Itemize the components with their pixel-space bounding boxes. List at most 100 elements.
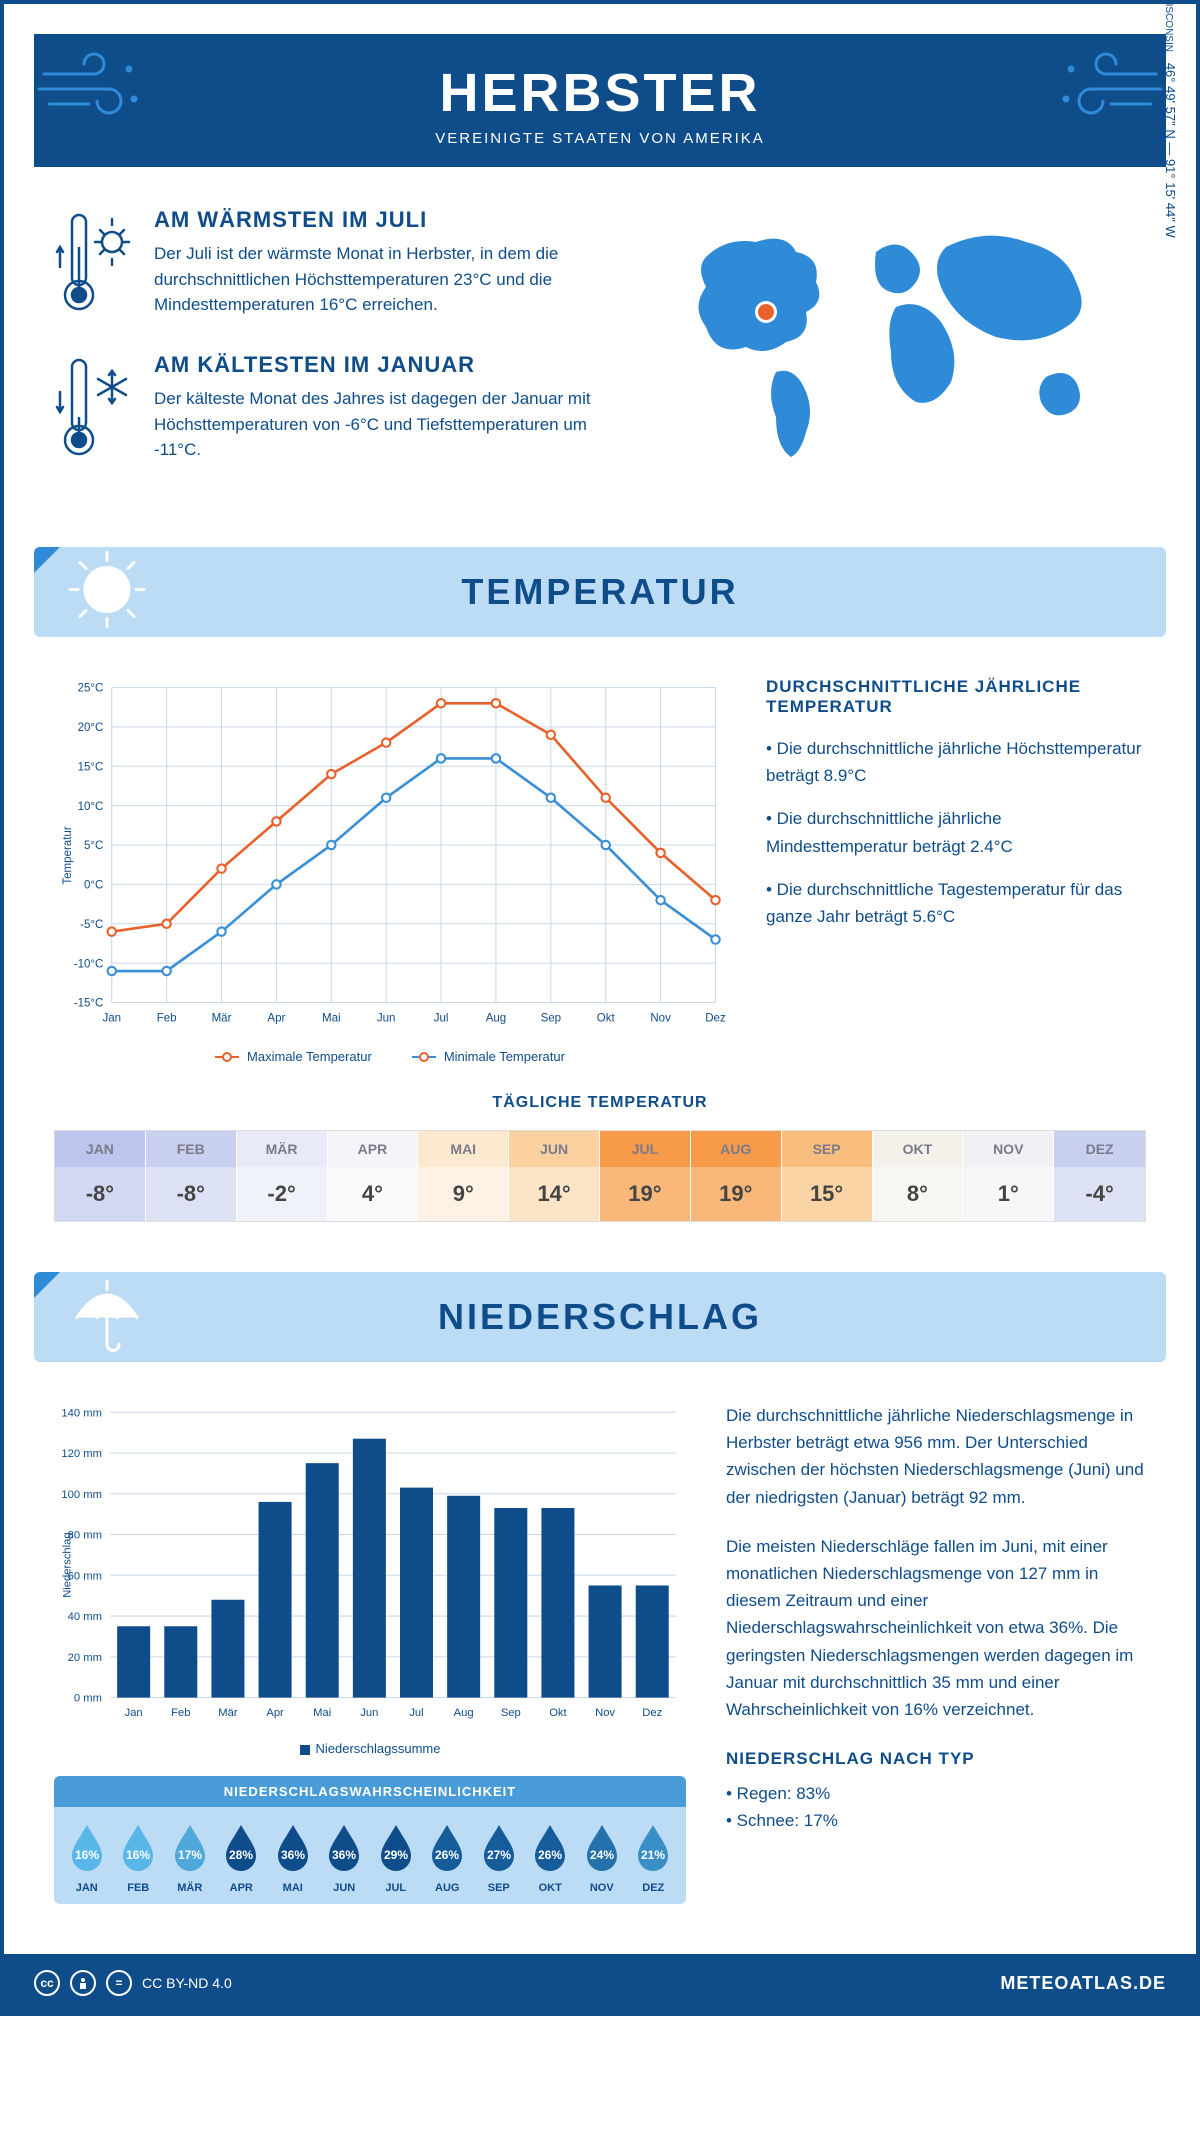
probability-item: 28% APR [217,1821,267,1894]
fact-title: AM WÄRMSTEN IM JULI [154,207,636,233]
temp-column: JUN 14° [509,1131,600,1221]
temp-column: JUL 19° [600,1131,691,1221]
svg-text:29%: 29% [384,1848,408,1862]
svg-text:17%: 17% [178,1848,202,1862]
site-name: METEOATLAS.DE [1000,1973,1166,1994]
page-title: HERBSTER [34,62,1166,124]
svg-text:36%: 36% [332,1848,356,1862]
section-banner-precipitation: NIEDERSCHLAG [34,1272,1166,1362]
svg-text:36%: 36% [281,1848,305,1862]
probability-item: 21% DEZ [629,1821,679,1894]
license-text: CC BY-ND 4.0 [142,1975,232,1991]
svg-text:26%: 26% [538,1848,562,1862]
svg-text:Dez: Dez [705,1012,726,1024]
probability-item: 29% JUL [371,1821,421,1894]
svg-text:21%: 21% [641,1848,665,1862]
temp-column: OKT 8° [873,1131,964,1221]
svg-text:Temperatur: Temperatur [62,826,74,884]
fact-text: Der Juli ist der wärmste Monat in Herbst… [154,241,636,318]
info-bullet: • Schnee: 17% [726,1807,1146,1834]
svg-text:Sep: Sep [541,1012,562,1024]
svg-text:28%: 28% [229,1848,253,1862]
fact-text: Der kälteste Monat des Jahres ist dagege… [154,386,636,463]
svg-text:Apr: Apr [267,1012,285,1024]
svg-text:-15°C: -15°C [74,998,104,1010]
temp-column: FEB -8° [146,1131,237,1221]
fact-title: AM KÄLTESTEN IM JANUAR [154,352,636,378]
chart-legend: .legend-line:nth-child(1)::after{border-… [54,1049,726,1064]
by-icon [70,1970,96,1996]
probability-item: 36% JUN [320,1821,370,1894]
svg-text:100 mm: 100 mm [61,1489,101,1501]
svg-text:Aug: Aug [454,1707,474,1719]
info-bullet: • Regen: 83% [726,1780,1146,1807]
svg-text:Jul: Jul [434,1012,449,1024]
precipitation-probability: NIEDERSCHLAGSWAHRSCHEINLICHKEIT 16% JAN … [54,1776,686,1904]
cc-icon: cc [34,1970,60,1996]
info-title: DURCHSCHNITTLICHE JÄHRLICHE TEMPERATUR [766,677,1146,717]
precipitation-bar-chart: 0 mm20 mm40 mm60 mm80 mm100 mm120 mm140 … [54,1402,686,1756]
temp-column: JAN -8° [55,1131,146,1221]
svg-text:Jan: Jan [102,1012,121,1024]
svg-text:Mär: Mär [212,1012,232,1024]
svg-text:Jun: Jun [360,1707,378,1719]
svg-text:Sep: Sep [501,1707,521,1719]
svg-text:Jun: Jun [377,1012,396,1024]
svg-text:20°C: 20°C [78,722,104,734]
svg-text:Dez: Dez [642,1707,662,1719]
svg-text:10°C: 10°C [78,801,104,813]
probability-item: 24% NOV [577,1821,627,1894]
svg-text:24%: 24% [590,1848,614,1862]
info-title: NIEDERSCHLAG NACH TYP [726,1745,1146,1772]
svg-text:140 mm: 140 mm [61,1407,101,1419]
svg-text:16%: 16% [75,1848,99,1862]
probability-title: NIEDERSCHLAGSWAHRSCHEINLICHKEIT [54,1776,686,1807]
wind-icon [34,49,144,134]
temp-column: APR 4° [328,1131,419,1221]
info-bullet: • Die durchschnittliche jährliche Höchst… [766,735,1146,789]
section-title: NIEDERSCHLAG [34,1296,1166,1338]
svg-text:Jul: Jul [409,1707,423,1719]
probability-item: 16% FEB [114,1821,164,1894]
svg-text:15°C: 15°C [78,761,104,773]
sun-icon [62,547,152,637]
svg-text:40 mm: 40 mm [68,1611,102,1623]
probability-item: 27% SEP [474,1821,524,1894]
fact-coldest: AM KÄLTESTEN IM JANUAR Der kälteste Mona… [54,352,636,467]
info-bullet: • Die durchschnittliche jährliche Mindes… [766,805,1146,859]
probability-item: 16% JAN [62,1821,112,1894]
temp-column: DEZ -4° [1054,1131,1145,1221]
section-title: TEMPERATUR [34,571,1166,613]
svg-text:-5°C: -5°C [80,919,103,931]
probability-item: 36% MAI [268,1821,318,1894]
section-banner-temperature: TEMPERATUR [34,547,1166,637]
svg-text:0°C: 0°C [84,880,103,892]
svg-text:Feb: Feb [157,1012,177,1024]
chart-legend: Niederschlagssumme [54,1741,686,1756]
svg-text:Jan: Jan [125,1707,143,1719]
temperature-info: DURCHSCHNITTLICHE JÄHRLICHE TEMPERATUR •… [766,677,1146,1064]
temp-column: NOV 1° [963,1131,1054,1221]
intro-section: AM WÄRMSTEN IM JULI Der Juli ist der wär… [4,167,1196,527]
temp-column: SEP 15° [782,1131,873,1221]
svg-text:Nov: Nov [595,1707,615,1719]
svg-text:Nov: Nov [650,1012,671,1024]
thermometer-sun-icon [54,207,134,322]
svg-text:Mai: Mai [322,1012,341,1024]
temp-column: MÄR -2° [237,1131,328,1221]
coordinates: WISCONSIN 46° 49' 57" N — 91° 15' 44" W [1164,0,1179,238]
svg-text:Mai: Mai [313,1707,331,1719]
temperature-line-chart: -15°C-10°C-5°C0°C5°C10°C15°C20°C25°CJanF… [54,677,726,1064]
page-subtitle: VEREINIGTE STAATEN VON AMERIKA [34,130,1166,147]
svg-text:27%: 27% [487,1848,511,1862]
table-title: TÄGLICHE TEMPERATUR [54,1094,1146,1112]
svg-text:Mär: Mär [218,1707,238,1719]
fact-warmest: AM WÄRMSTEN IM JULI Der Juli ist der wär… [54,207,636,322]
info-bullet: • Die durchschnittliche Tagestemperatur … [766,876,1146,930]
probability-item: 17% MÄR [165,1821,215,1894]
svg-text:Okt: Okt [597,1012,616,1024]
daily-temperature-table: TÄGLICHE TEMPERATUR JAN -8° FEB -8° MÄR … [4,1084,1196,1252]
nd-icon: = [106,1970,132,1996]
probability-item: 26% OKT [526,1821,576,1894]
umbrella-icon [62,1272,152,1362]
